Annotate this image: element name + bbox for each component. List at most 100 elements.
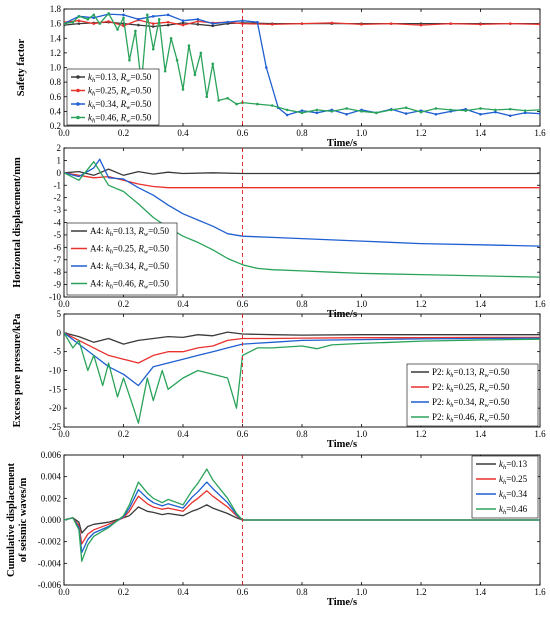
x-tick-label: 1.2	[415, 587, 426, 597]
chart-panel-1: 0.0 0.2 0.4 0.6 0.8 1.0 1.2 1.4 1.60.20.40.60.81…	[16, 4, 546, 149]
x-tick-label: 0.2	[118, 128, 129, 138]
x-tick-label: 0.8	[296, 128, 308, 138]
x-tick-label: 0.8	[296, 429, 308, 439]
series-point	[523, 111, 527, 115]
series-point	[345, 107, 348, 110]
series-line-2	[64, 332, 540, 364]
series-line-1	[64, 168, 540, 176]
series-point	[226, 96, 229, 100]
series-point	[330, 21, 334, 25]
legend-label: P2: kh=0.34, Rw=0.50	[432, 397, 510, 409]
y-tick-label: 0.006	[41, 450, 62, 460]
legend-label: P2: kh=0.13, Rw=0.50	[432, 367, 510, 379]
series-point	[360, 23, 363, 26]
legend-label: P2: kh=0.46, Rw=0.50	[432, 412, 510, 424]
series-point	[205, 95, 209, 99]
series-point	[479, 107, 482, 110]
series-point	[199, 51, 203, 55]
series-point	[508, 22, 512, 25]
series-point	[315, 111, 319, 115]
series-point	[211, 22, 215, 25]
chart-panel-3: 0.0 0.2 0.4 0.6 0.8 1.0 1.2 1.4 1.6 -25 -20 -15 -10 -…	[12, 309, 546, 450]
series-point	[434, 107, 438, 110]
series-point	[71, 20, 75, 24]
x-tick-label: 0.8	[296, 299, 308, 309]
series-line-2	[64, 490, 540, 545]
y-axis-label-line2: of seismic waves/m	[18, 477, 29, 562]
series-point	[175, 58, 179, 62]
legend: kh=0.13, Rw=0.50 kh=0.25, Rw=0.50kh=0.34,…	[66, 68, 160, 126]
x-axis-label: Time/s	[327, 439, 357, 450]
legend: A4: kh=0.13, Rw=0.50 A4: kh=0.25, Rw=0.50…	[66, 222, 178, 296]
y-tick-label: 1.4	[50, 33, 62, 43]
y-tick-label: 0	[57, 168, 62, 178]
y-tick-label: 1	[57, 155, 62, 165]
x-tick-label: 1.4	[475, 587, 487, 597]
y-tick-label: -0.004	[38, 558, 62, 568]
series-group	[64, 158, 540, 278]
series-point	[270, 23, 274, 26]
legend-box	[66, 68, 160, 126]
series-point	[508, 114, 512, 118]
series-point	[270, 104, 274, 107]
series-line-3	[64, 481, 540, 554]
x-tick-label: 0.0	[58, 299, 70, 309]
x-tick-label: 1.0	[356, 587, 368, 597]
series-point	[404, 106, 408, 110]
x-tick-label: 1.4	[475, 128, 487, 138]
series-point	[92, 13, 96, 17]
x-tick-label: 0.4	[177, 128, 189, 138]
series-point	[523, 109, 527, 112]
series-point	[166, 13, 170, 17]
series-point	[360, 110, 363, 113]
x-tick-label: 1.0	[356, 429, 368, 439]
y-tick-label: -1	[54, 180, 62, 190]
legend-marker	[76, 115, 80, 120]
series-point	[193, 73, 197, 77]
series-point	[157, 17, 161, 21]
series-point	[375, 111, 378, 115]
series-group	[64, 12, 540, 118]
series-point	[151, 22, 155, 25]
y-axis-label: Excess pore pressure/kPa	[12, 313, 23, 428]
chart-panel-2: 0.0 0.2 0.4 0.6 0.8 1.0 1.2 1.4 1.6-10-9-8-7-6-5…	[12, 143, 546, 320]
legend-marker	[76, 88, 80, 93]
legend-label: kh=0.13	[499, 459, 528, 471]
series-point	[285, 108, 289, 112]
series-point	[77, 22, 81, 25]
legend-box	[471, 455, 539, 519]
series-point	[256, 102, 259, 106]
y-tick-label: 0.2	[50, 121, 61, 131]
legend-marker	[76, 75, 80, 79]
legend-label: kh=0.13, Rw=0.50	[88, 72, 152, 84]
series-point	[107, 20, 110, 23]
x-axis-label: Time/s	[327, 309, 357, 320]
series-point	[300, 22, 304, 25]
series-point	[241, 19, 244, 23]
series-point	[181, 23, 185, 27]
x-tick-label: 1.2	[415, 128, 426, 138]
series-point	[92, 16, 96, 20]
y-tick-label: 0.002	[41, 493, 61, 503]
series-line-4	[64, 468, 540, 562]
y-tick-label: 0.000	[41, 515, 62, 525]
series-point	[116, 28, 119, 31]
series-point	[107, 12, 110, 15]
series-point	[235, 102, 238, 106]
legend: kh=0.13 kh=0.25 kh=0.34 kh=0.46	[471, 455, 539, 519]
series-point	[146, 13, 149, 17]
legend-box	[406, 363, 539, 427]
x-tick-label: 0.0	[58, 429, 70, 439]
y-tick-label: 1.8	[50, 4, 62, 14]
series-line-2	[64, 172, 540, 189]
series-line-1	[64, 504, 540, 534]
series-point	[389, 22, 393, 25]
series-point	[315, 108, 319, 112]
series-point	[538, 23, 540, 26]
x-tick-label: 1.2	[415, 299, 426, 309]
series-point	[122, 13, 125, 17]
y-tick-label: 0.004	[41, 472, 62, 482]
x-tick-label: 1.6	[534, 429, 546, 439]
series-point	[187, 44, 191, 47]
y-tick-label: 1.6	[50, 19, 62, 29]
